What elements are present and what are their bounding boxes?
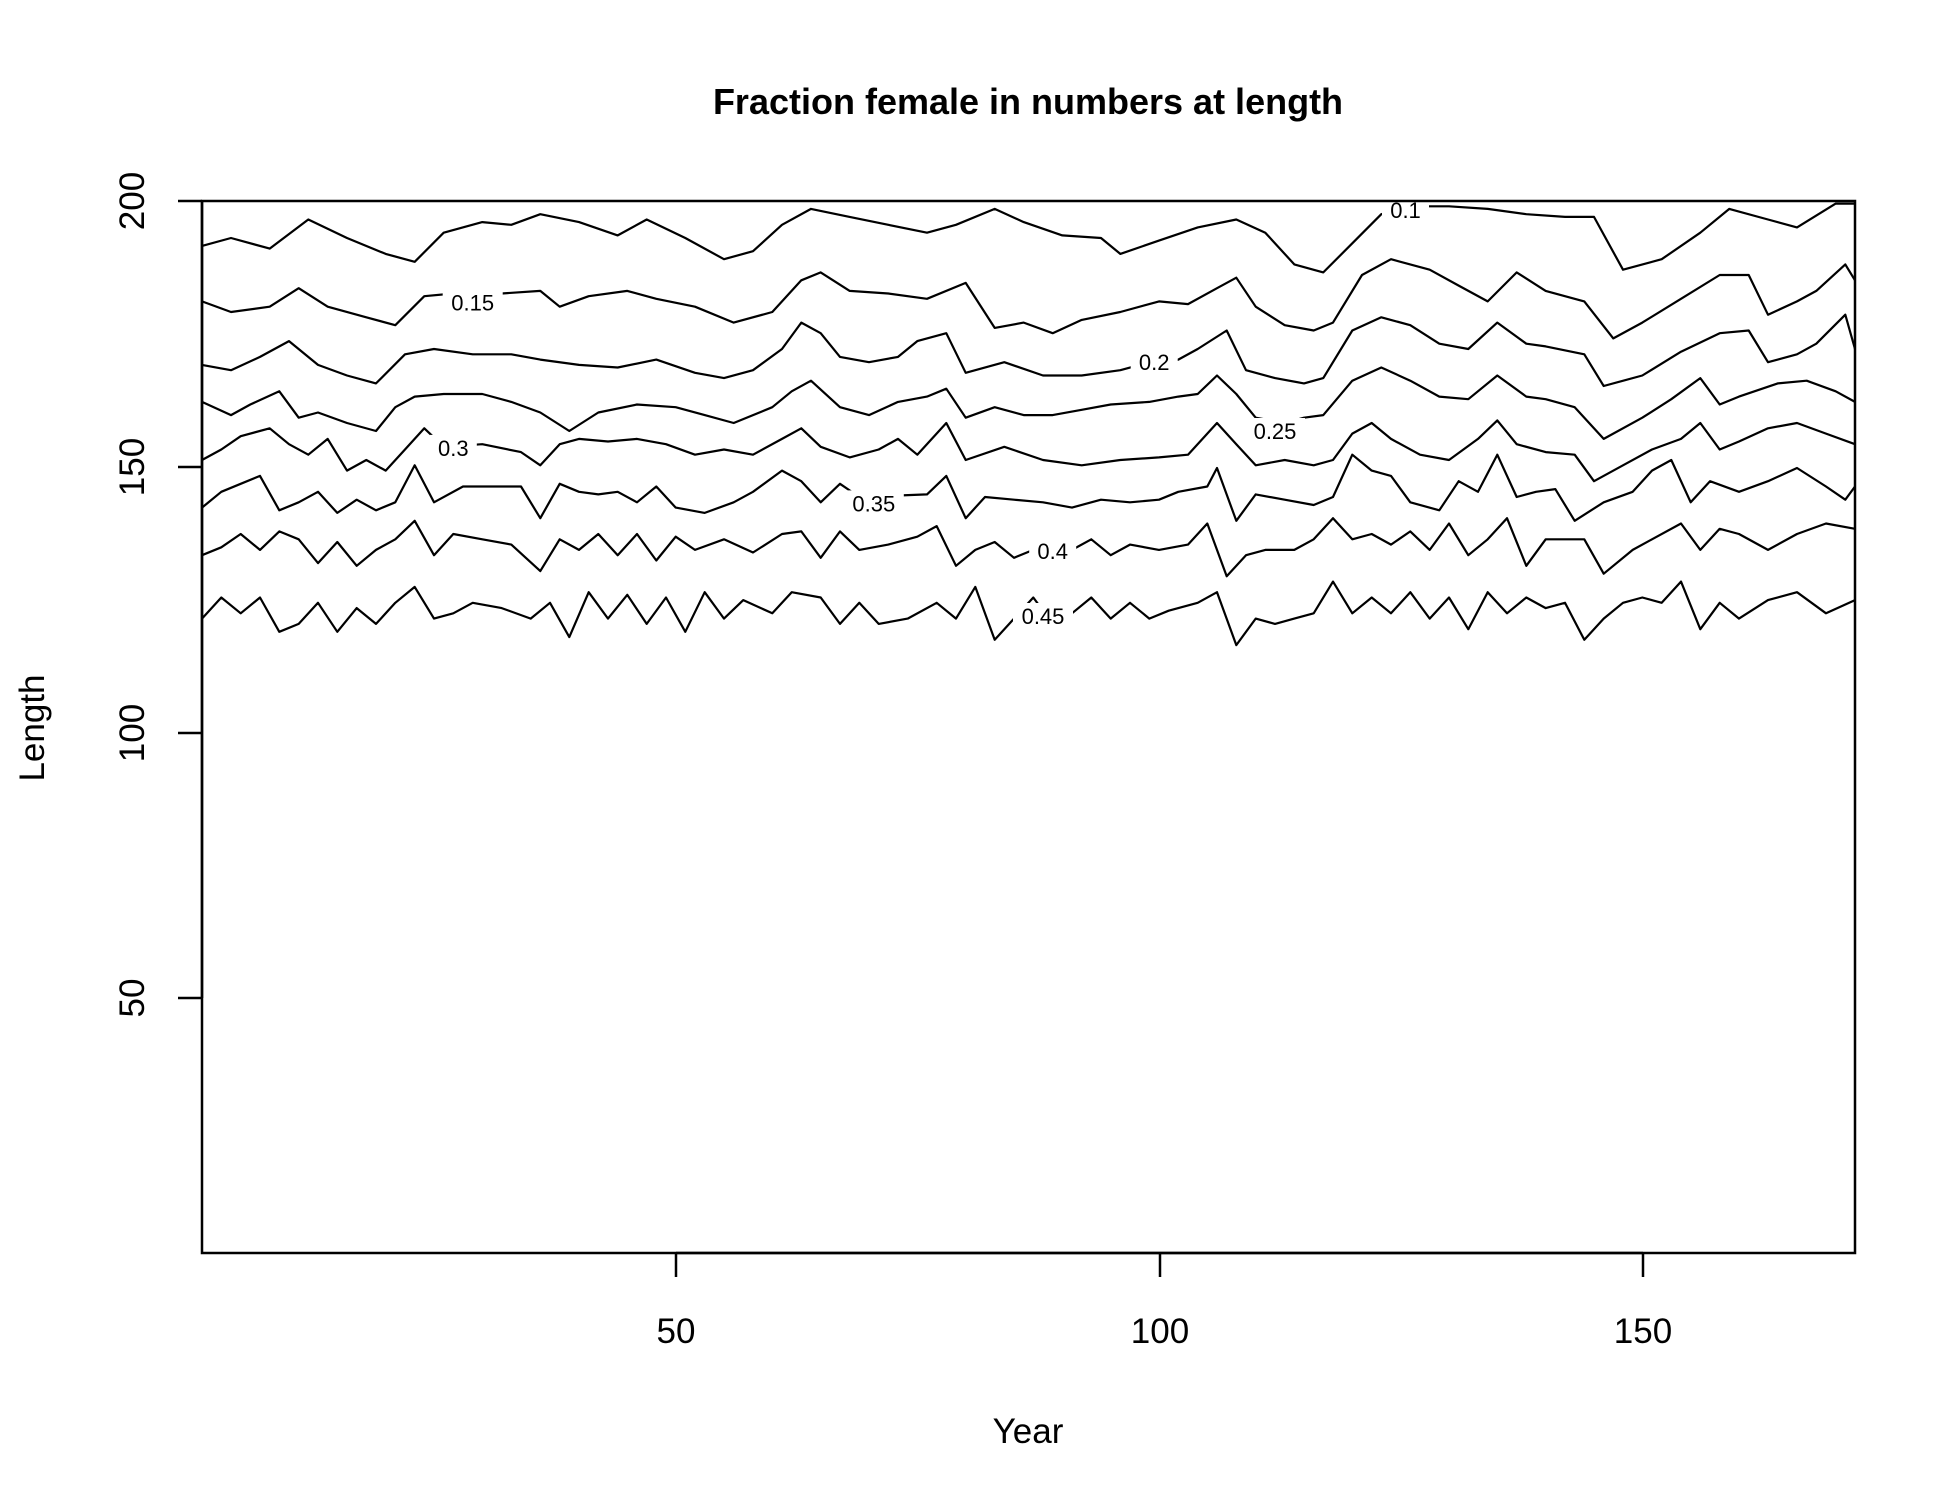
contour-label-0.2: 0.2 [1139,350,1170,375]
contour-line-0.45 [201,580,1856,647]
contour-label-0.3: 0.3 [438,436,469,461]
y-tick-label-150: 150 [113,438,152,496]
contour-label-bg [1245,418,1305,444]
contour-label-0.35: 0.35 [852,491,895,516]
plot-frame [200,199,1857,1255]
contour-line-0.25 [201,366,1856,440]
x-axis-label: Year [993,1412,1064,1451]
y-axis-label: Length [13,674,52,781]
contour-labels: 0.10.150.20.250.30.350.40.45 [429,197,1429,629]
contour-label-bg [1013,603,1073,629]
contour-label-bg [1130,349,1178,376]
contour-line-0.4 [201,517,1856,578]
contour-label-bg [1029,538,1077,564]
contour-line-0.3 [201,419,1856,483]
contour-label-bg [429,434,477,461]
chart-title: Fraction female in numbers at length [713,81,1343,122]
contour-label-0.25: 0.25 [1254,419,1297,444]
contour-line-0.35 [201,453,1856,522]
y-tick-label-200: 200 [113,172,152,230]
contour-line-0.2 [201,313,1857,388]
x-tick-label-50: 50 [657,1312,696,1351]
x-axis: 50 100 150 Year [657,1251,1672,1451]
contour-label-0.15: 0.15 [451,291,494,316]
contour-label-bg [442,289,503,316]
contour-label-0.4: 0.4 [1037,539,1068,564]
y-axis: 50 100 150 200 Length [13,172,204,1018]
y-tick-label-100: 100 [113,704,152,762]
contour-label-0.45: 0.45 [1022,604,1065,629]
y-tick-label-50: 50 [113,979,152,1018]
contour-line-0.1 [201,202,1855,274]
contour-lines [201,202,1857,647]
contour-label-bg [843,490,904,517]
x-tick-label-150: 150 [1614,1312,1672,1351]
x-tick-label-100: 100 [1131,1312,1189,1351]
